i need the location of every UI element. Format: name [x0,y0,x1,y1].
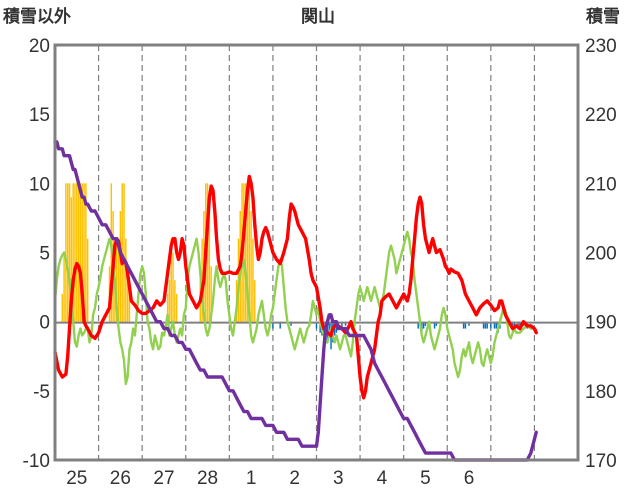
bar [468,321,470,326]
bar [490,321,492,329]
y-tick-label-left: 15 [29,105,50,126]
bar [206,183,209,322]
y-tick-label-left: 20 [29,36,50,57]
bar [433,321,436,329]
bar [117,238,120,322]
bar [172,252,174,322]
bar [422,321,425,329]
y-tick-label-left: 0 [39,313,50,334]
y-tick-label-right: 180 [585,382,617,403]
x-tick-label: 27 [153,468,174,489]
bar [86,238,89,322]
left-tick-labels: 20 15 10 5 0 -5 -10 [23,36,50,472]
bar [126,280,129,322]
bar [290,321,292,326]
x-tick-label: 4 [377,468,388,489]
bar [128,294,131,322]
bar [76,183,78,322]
y-tick-label-right: 190 [585,313,617,334]
bar [319,321,321,333]
line-series [53,140,538,462]
x-tick-label: 26 [110,468,131,489]
bar [210,266,212,322]
bar [72,183,74,322]
y-tick-label-left: 5 [39,244,50,265]
bar [341,321,343,329]
right-tick-labels: 230 220 210 200 190 180 170 [585,36,617,472]
bar [482,321,485,329]
bar [63,252,65,322]
bar [315,321,318,329]
bar [119,211,122,322]
bar [175,294,178,322]
bar [328,321,330,336]
y-tick-label-left: -5 [33,382,50,403]
bar [168,280,171,322]
y-tick-label-right: 200 [585,244,617,265]
bar [243,183,245,322]
bar [244,183,247,322]
y-tick-label-left: 10 [29,174,50,195]
bar [83,183,85,322]
bar [272,321,274,329]
y-tick-label-right: 230 [585,36,617,57]
bar [79,183,82,322]
y-tick-label-right: 220 [585,105,617,126]
bar [344,321,347,326]
bar [170,238,172,322]
bar [511,321,514,326]
bar [424,321,427,326]
bar [464,321,467,329]
x-tick-label: 3 [333,468,344,489]
bar [208,211,211,322]
bar [70,197,73,322]
x-tick-label: 2 [289,468,300,489]
bar [486,321,488,329]
plot-border [53,43,580,462]
x-tick-label: 28 [197,468,218,489]
bar [68,183,71,322]
bar [65,183,67,322]
bar [254,280,256,322]
chart-title: 関山 [301,7,335,27]
bar [74,183,76,322]
x-tick-label: 5 [420,468,431,489]
bar [279,321,281,329]
series-line-secondary [53,230,538,386]
bar [77,183,80,322]
bar [248,183,251,322]
x-tick-labels: 25 26 27 28 1 2 3 4 5 6 [66,468,474,489]
left-axis-label: 積雪以外 [3,6,71,27]
bar [66,183,69,322]
bar [493,321,496,329]
bar [246,183,249,322]
bar [250,211,252,322]
right-axis-label: 積雪 [586,6,620,27]
bar [125,238,127,322]
bar [116,238,118,322]
bar [85,183,87,322]
bar [174,280,176,322]
bar [484,321,487,329]
bar [123,183,125,322]
x-tick-label: 25 [66,468,87,489]
series-line-snow-depth [53,140,538,462]
bar [462,321,465,329]
bar [435,321,438,326]
bar [517,321,519,326]
y-tick-label-left: -10 [23,451,50,472]
bar [495,321,498,329]
x-tick-label: 1 [246,468,257,489]
y-tick-label-right: 170 [585,451,617,472]
series-line-temperature [53,174,538,400]
bar [81,183,83,322]
bar [61,294,63,322]
y-tick-label-right: 210 [585,174,617,195]
bar [417,321,419,329]
x-tick-label: 6 [464,468,475,489]
bar [166,294,169,322]
bar [252,238,254,322]
